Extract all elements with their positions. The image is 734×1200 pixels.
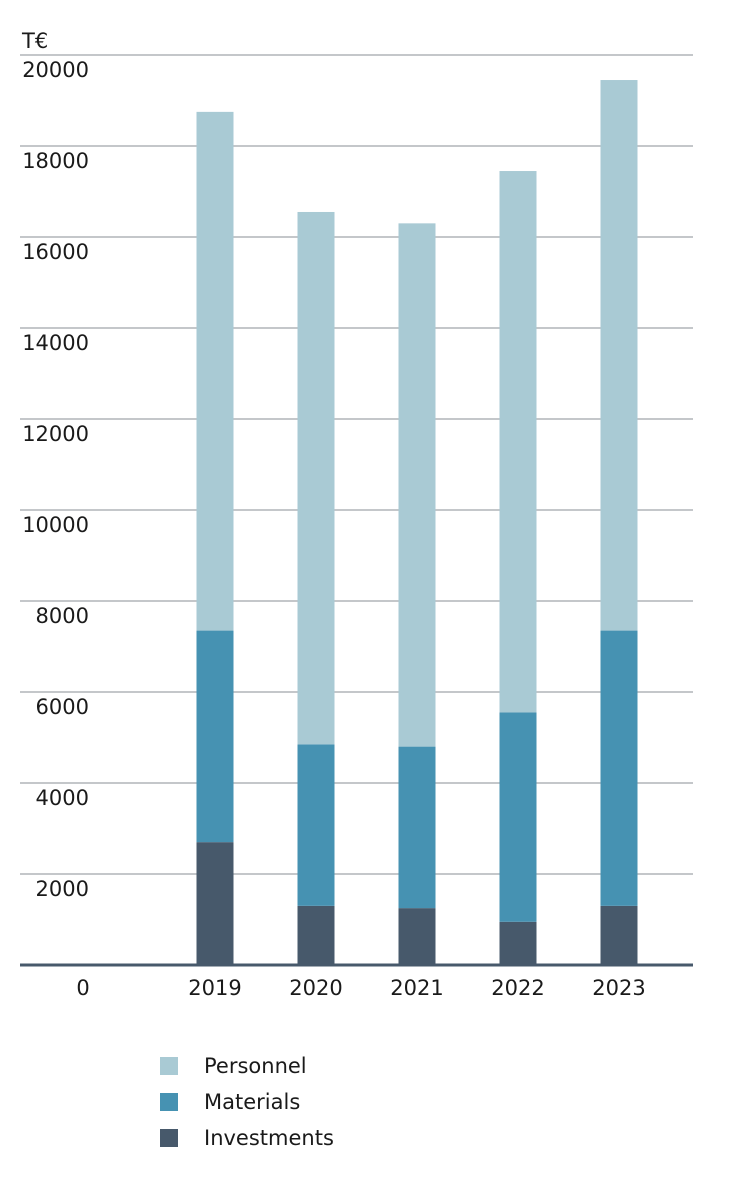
bar-investments-2022	[499, 921, 537, 965]
bar-materials-2019	[196, 630, 234, 843]
bar-personnel-2020	[297, 211, 335, 745]
y-tick-label: 0	[76, 976, 89, 1000]
legend: Personnel Materials Investments	[160, 1048, 334, 1156]
bar-materials-2021	[398, 746, 436, 909]
y-tick-label: 12000	[22, 422, 89, 446]
bar-investments-2023	[600, 905, 638, 965]
legend-swatch-investments	[160, 1129, 178, 1147]
bars	[196, 80, 638, 965]
y-tick-labels: 0 2000 4000 6000 8000 10000 12000 14000 16000 180…	[22, 58, 90, 1000]
x-tick-labels: 2019 2020 2021 2022 2023	[188, 976, 645, 1000]
legend-swatch-materials	[160, 1093, 178, 1111]
legend-label-materials: Materials	[204, 1090, 301, 1114]
bar-investments-2021	[398, 908, 436, 965]
bar-personnel-2021	[398, 223, 436, 747]
legend-item-personnel: Personnel	[160, 1048, 334, 1084]
x-tick-label: 2019	[188, 976, 241, 1000]
bar-personnel-2022	[499, 171, 537, 713]
legend-label-investments: Investments	[204, 1126, 334, 1150]
x-tick-label: 2023	[592, 976, 645, 1000]
y-tick-label: 8000	[36, 604, 89, 628]
legend-item-investments: Investments	[160, 1120, 334, 1156]
y-tick-label: 2000	[36, 877, 89, 901]
stacked-bar-chart: T€ 0 2000 4000 6000 8000 10000 12000 14000 16000…	[20, 29, 693, 1000]
bar-investments-2019	[196, 842, 234, 965]
legend-item-materials: Materials	[160, 1084, 334, 1120]
x-tick-label: 2020	[289, 976, 342, 1000]
bar-investments-2020	[297, 905, 335, 965]
y-axis-unit-label: T€	[21, 29, 48, 53]
bar-materials-2023	[600, 630, 638, 906]
x-tick-label: 2022	[491, 976, 544, 1000]
y-tick-label: 20000	[22, 58, 89, 82]
y-tick-label: 18000	[22, 149, 89, 173]
y-tick-label: 6000	[36, 695, 89, 719]
y-tick-label: 16000	[22, 240, 89, 264]
bar-materials-2022	[499, 712, 537, 922]
legend-swatch-personnel	[160, 1057, 178, 1075]
bar-materials-2020	[297, 744, 335, 906]
y-tick-label: 4000	[36, 786, 89, 810]
legend-label-personnel: Personnel	[204, 1054, 307, 1078]
x-tick-label: 2021	[390, 976, 443, 1000]
y-tick-label: 14000	[22, 331, 89, 355]
gridlines	[20, 54, 693, 875]
y-tick-label: 10000	[22, 513, 89, 537]
bar-personnel-2023	[600, 80, 638, 631]
bar-personnel-2019	[196, 111, 234, 631]
